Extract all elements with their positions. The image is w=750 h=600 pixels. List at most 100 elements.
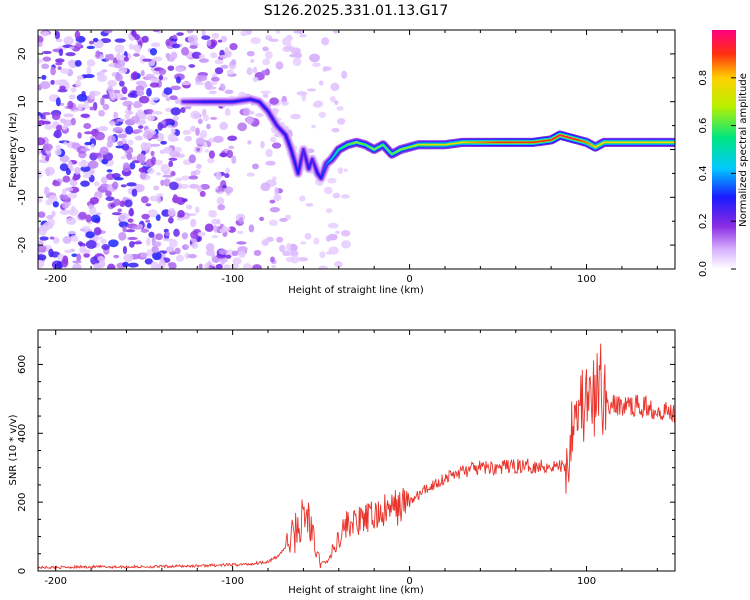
spectrogram-noise-cell — [72, 260, 82, 264]
spectrogram-noise-cell — [269, 199, 276, 204]
spectrogram-noise-cell — [94, 131, 106, 141]
spectrogram-noise-cell — [121, 86, 128, 95]
spectrogram-noise-cell — [237, 245, 248, 253]
spectrogram-noise-cell — [176, 217, 185, 221]
spectrogram-noise-cell — [265, 160, 276, 166]
spectrogram-noise-cell — [146, 87, 152, 97]
spectrogram-noise-cell — [67, 230, 77, 235]
spectrogram-noise-cell — [93, 263, 101, 269]
spectrogram-noise-cell — [67, 161, 73, 169]
spectrogram-noise-cell — [153, 241, 162, 246]
spectrogram-noise-cell — [144, 258, 153, 265]
spectrogram-noise-cell — [76, 75, 84, 81]
spectrogram-noise-cell — [172, 34, 178, 40]
spectrogram-noise-cell — [246, 67, 253, 76]
spectrogram-noise-cell — [269, 97, 279, 105]
spectrogram-noise-cell — [150, 261, 159, 269]
spectrogram-noise-cell — [139, 171, 147, 180]
spectrogram-noise-cell — [123, 253, 134, 263]
spectrogram-noise-cell — [309, 53, 321, 63]
spectrogram-noise-cell — [332, 30, 338, 34]
snr-y-tick-label: 600 — [17, 355, 28, 374]
spectrogram-noise-cell — [273, 194, 282, 202]
snr-y-tick-label: 400 — [17, 424, 28, 443]
spectrogram-noise-cell — [147, 209, 158, 218]
spectrogram-noise-cell — [83, 249, 91, 254]
spectrogram-noise-cell — [129, 162, 136, 170]
spectrogram-noise-cell — [64, 36, 74, 42]
spectrogram-noise-cell — [186, 30, 194, 34]
spectrogram-noise-cell — [89, 197, 99, 205]
spectrogram-noise-cell — [204, 80, 212, 89]
spectrogram-noise-cell — [252, 76, 259, 82]
spectrogram-noise-cell — [93, 226, 102, 236]
spectrogram-noise-cell — [255, 112, 264, 118]
spectrogram-noise-cell — [190, 170, 197, 177]
colorbar-tick-label: 0.0 — [698, 261, 709, 277]
spectrogram-noise-cell — [70, 87, 77, 93]
spectrogram-noise-cell — [261, 239, 269, 247]
spectrogram-noise-cell — [48, 194, 58, 204]
spectrogram-noise-cell — [174, 146, 182, 153]
spectrogram-noise-cell — [210, 116, 218, 120]
spectrogram-noise-cell — [281, 101, 290, 106]
spectrogram-noise-cell — [126, 152, 133, 160]
spectrogram-noise-cell — [140, 252, 148, 258]
spectrogram-noise-cell — [169, 150, 181, 158]
spectrogram-noise-cell — [38, 259, 45, 269]
spectrogram-noise-cell — [82, 225, 90, 230]
spectrogram-noise-cell — [219, 121, 229, 131]
spectrogram-noise-cell — [39, 224, 50, 232]
spectrogram-noise-cell — [191, 242, 199, 249]
spectrogram-noise-cell — [215, 171, 222, 181]
spectrogram-noise-cell — [83, 253, 90, 258]
spectrogram-noise-cell — [44, 124, 53, 130]
spectrogram-noise-cell — [157, 122, 163, 131]
spectrogram-noise-cell — [106, 169, 113, 173]
spectrogram-noise-cell — [130, 72, 139, 81]
spectrogram-noise-cell — [59, 102, 65, 106]
spectrogram-noise-cell — [82, 174, 92, 178]
spectrogram-noise-cell — [184, 135, 193, 142]
spectrogram-y-tick-label: -20 — [17, 237, 28, 253]
spectrogram-noise-cell — [336, 118, 346, 125]
spectrogram-noise-cell — [269, 136, 277, 143]
spectrogram-noise-cell — [225, 108, 230, 113]
spectrogram-ridge-layer — [178, 94, 675, 183]
spectrogram-noise-cell — [252, 66, 258, 74]
spectrogram-noise-cell — [305, 202, 314, 207]
spectrogram-noise-cell — [240, 30, 248, 37]
spectrogram-noise-cell — [318, 80, 324, 86]
spectrogram-noise-cell — [86, 45, 95, 50]
spectrogram-noise-cell — [216, 218, 221, 225]
spectrogram-x-tick-label: 0 — [406, 274, 412, 285]
spectrogram-noise-cell — [39, 236, 49, 241]
spectrogram-noise-cell — [231, 155, 237, 165]
colorbar: 0.0 0.2 0.4 0.6 0.8 Normalized spectral ampl… — [698, 30, 749, 277]
spectrogram-noise-cell — [181, 175, 190, 181]
spectrogram-noise-cell — [131, 188, 138, 197]
spectrogram-noise-cell — [156, 193, 164, 198]
spectrogram-noise-cell — [334, 100, 339, 106]
spectrogram-noise-cell — [169, 181, 179, 191]
spectrogram-noise-cell — [250, 37, 261, 45]
spectrogram-noise-cell — [247, 140, 252, 145]
spectrogram-noise-cell — [262, 46, 269, 52]
spectrogram-noise-cell — [119, 80, 125, 87]
spectrogram-noise-cell — [102, 103, 110, 111]
spectrogram-noise-cell — [198, 58, 209, 63]
spectrogram-noise-cell — [62, 175, 71, 183]
spectrogram-noise-cell — [100, 97, 105, 106]
spectrogram-noise-cell — [188, 154, 196, 164]
spectrogram-noise-cell — [133, 129, 143, 134]
spectrogram-noise-cell — [80, 147, 91, 152]
spectrogram-noise-cell — [260, 182, 271, 192]
spectrogram-noise-cell — [113, 198, 121, 206]
spectrogram-noise-cell — [51, 112, 61, 121]
spectrogram-noise-cell — [107, 79, 117, 87]
spectrogram-noise-cell — [59, 118, 66, 124]
spectrogram-noise-cell — [167, 262, 177, 267]
spectrogram-noise-cell — [149, 82, 160, 88]
spectrogram-noise-cell — [54, 148, 62, 156]
